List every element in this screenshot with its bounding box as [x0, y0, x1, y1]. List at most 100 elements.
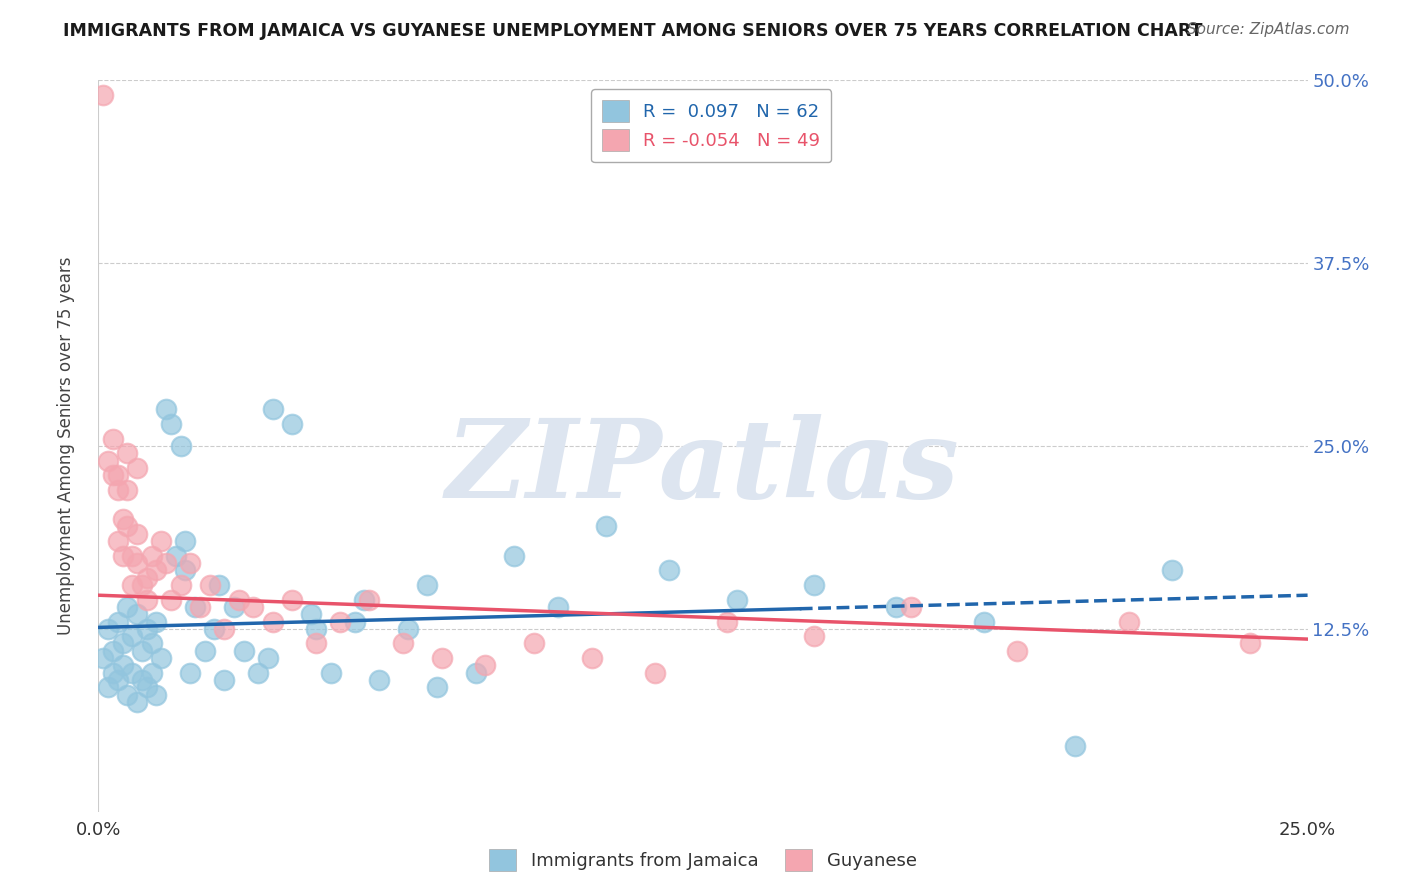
Point: [644, 665, 666, 680]
Point: [101, 665, 124, 680]
Point: [117, 519, 139, 533]
Point: [121, 549, 143, 563]
Point: [353, 592, 375, 607]
Point: [416, 578, 439, 592]
Text: ZIPatlas: ZIPatlas: [446, 414, 960, 522]
Point: [165, 549, 187, 563]
Y-axis label: Unemployment Among Seniors over 75 years: Unemployment Among Seniors over 75 years: [56, 257, 75, 635]
Point: [97, 681, 120, 695]
Point: [281, 417, 304, 431]
Point: [595, 519, 617, 533]
Point: [169, 439, 191, 453]
Point: [145, 563, 167, 577]
Point: [262, 402, 284, 417]
Point: [131, 644, 153, 658]
Point: [117, 446, 139, 460]
Point: [150, 534, 173, 549]
Point: [547, 599, 569, 614]
Legend: R =  0.097   N = 62, R = -0.054   N = 49: R = 0.097 N = 62, R = -0.054 N = 49: [591, 89, 831, 162]
Point: [97, 622, 120, 636]
Point: [242, 599, 264, 614]
Text: IMMIGRANTS FROM JAMAICA VS GUYANESE UNEMPLOYMENT AMONG SENIORS OVER 75 YEARS COR: IMMIGRANTS FROM JAMAICA VS GUYANESE UNEM…: [63, 22, 1202, 40]
Point: [145, 688, 167, 702]
Point: [343, 615, 366, 629]
Point: [184, 599, 207, 614]
Point: [135, 622, 157, 636]
Point: [107, 673, 129, 687]
Point: [155, 556, 177, 570]
Text: Source: ZipAtlas.com: Source: ZipAtlas.com: [1187, 22, 1350, 37]
Point: [973, 615, 995, 629]
Point: [117, 688, 139, 702]
Point: [716, 615, 738, 629]
Point: [228, 592, 250, 607]
Point: [107, 615, 129, 629]
Point: [101, 432, 124, 446]
Point: [359, 592, 381, 607]
Point: [141, 665, 163, 680]
Point: [121, 629, 143, 643]
Point: [886, 599, 908, 614]
Point: [101, 468, 124, 483]
Point: [256, 651, 278, 665]
Point: [174, 534, 197, 549]
Point: [131, 673, 153, 687]
Point: [503, 549, 526, 563]
Point: [127, 556, 149, 570]
Point: [169, 578, 191, 592]
Point: [319, 665, 342, 680]
Point: [111, 549, 134, 563]
Point: [121, 578, 143, 592]
Point: [145, 615, 167, 629]
Point: [111, 512, 134, 526]
Point: [141, 549, 163, 563]
Point: [127, 461, 149, 475]
Point: [107, 468, 129, 483]
Point: [91, 87, 114, 102]
Point: [430, 651, 453, 665]
Point: [141, 636, 163, 650]
Point: [262, 615, 284, 629]
Point: [1007, 644, 1029, 658]
Point: [127, 695, 149, 709]
Point: [299, 607, 322, 622]
Point: [107, 534, 129, 549]
Point: [523, 636, 546, 650]
Point: [426, 681, 449, 695]
Point: [111, 636, 134, 650]
Point: [392, 636, 415, 650]
Point: [803, 629, 825, 643]
Point: [474, 658, 496, 673]
Point: [1118, 615, 1140, 629]
Point: [204, 622, 226, 636]
Point: [581, 651, 603, 665]
Point: [91, 651, 114, 665]
Point: [212, 622, 235, 636]
Point: [150, 651, 173, 665]
Point: [127, 607, 149, 622]
Point: [281, 592, 304, 607]
Point: [101, 644, 124, 658]
Point: [179, 665, 201, 680]
Point: [247, 665, 270, 680]
Point: [1239, 636, 1261, 650]
Point: [174, 563, 197, 577]
Point: [329, 615, 352, 629]
Point: [212, 673, 235, 687]
Point: [658, 563, 681, 577]
Point: [127, 526, 149, 541]
Point: [725, 592, 748, 607]
Point: [135, 571, 157, 585]
Point: [117, 483, 139, 497]
Point: [1064, 739, 1087, 753]
Point: [160, 417, 183, 431]
Point: [232, 644, 254, 658]
Point: [117, 599, 139, 614]
Point: [305, 636, 328, 650]
Point: [179, 556, 201, 570]
Point: [368, 673, 391, 687]
Point: [464, 665, 486, 680]
Point: [222, 599, 245, 614]
Point: [900, 599, 922, 614]
Point: [111, 658, 134, 673]
